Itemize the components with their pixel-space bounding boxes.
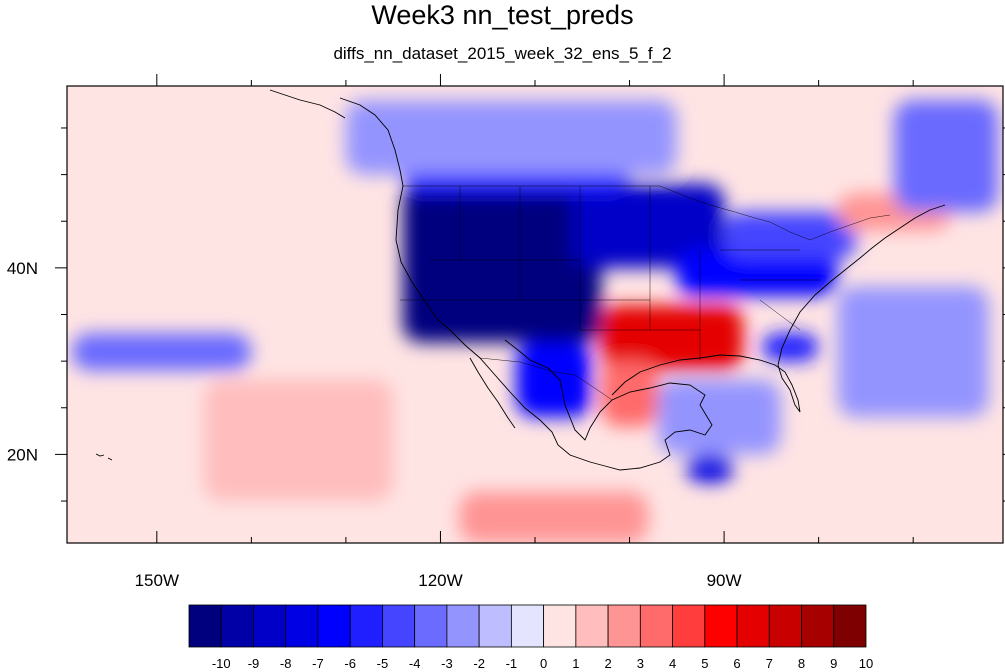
x-tick-label: 90W [707, 571, 742, 590]
colorbar-swatch [607, 604, 641, 648]
region-east-pacific-positive [459, 491, 649, 543]
hawaii [95, 453, 113, 461]
colorbar-swatch [801, 604, 835, 648]
colorbar-swatch [188, 604, 222, 648]
north-america-coastline [395, 185, 713, 471]
region-north-atlantic-negative [894, 99, 999, 212]
colorbar-labels: -10 -9 -8 -7 -6 -5 -4 -3 -2 -1 0 1 2 3 4 5 6 7 8 9 10 [212, 656, 873, 671]
colorbar-swatch [510, 604, 545, 648]
region-pacific-southwest-positive [204, 379, 394, 502]
canada-coast [339, 97, 404, 187]
plot-subtitle: diffs_nn_dataset_2015_week_32_ens_5_f_2 [333, 44, 672, 63]
region-atlantic-negative [837, 286, 989, 418]
colorbar [188, 604, 867, 648]
colorbar-level-label: -6 [344, 656, 356, 671]
axis-ticks [55, 74, 1005, 543]
colorbar-level-label: -7 [312, 656, 324, 671]
colorbar-swatch [382, 604, 416, 648]
alaska-coast [269, 89, 346, 119]
map-field [67, 86, 1003, 543]
colorbar-level-label: -4 [409, 656, 421, 671]
colorbar-level-label: 10 [859, 656, 873, 671]
colorbar-swatch [704, 604, 738, 648]
region-midwest-band-negative [676, 249, 838, 296]
axis-tick-labels: 150W 120W 90W 40N 20N [7, 259, 742, 590]
y-tick-label: 20N [7, 445, 38, 464]
colorbar-swatch [414, 604, 448, 648]
colorbar-swatch [768, 604, 802, 648]
x-tick-label: 120W [418, 571, 462, 590]
colorbar-swatch [253, 604, 287, 648]
colorbar-swatch [446, 604, 480, 648]
region-pacific-band-negative [71, 333, 252, 371]
colorbar-swatch [317, 604, 351, 648]
colorbar-level-label: 0 [540, 656, 547, 671]
colorbar-level-label: -5 [377, 656, 389, 671]
colorbar-swatch [639, 604, 673, 648]
colorbar-swatch [736, 604, 770, 648]
colorbar-level-label: 2 [604, 656, 611, 671]
colorbar-level-label: -1 [506, 656, 518, 671]
colorbar-level-label: -8 [280, 656, 292, 671]
colorbar-level-label: 4 [669, 656, 676, 671]
region-alaska-canada-negative [345, 99, 677, 175]
colorbar-swatch [833, 604, 867, 648]
region-southeast-negative [761, 333, 819, 362]
colorbar-swatch [672, 604, 706, 648]
colorbar-swatch [478, 604, 512, 648]
colorbar-level-label: -2 [473, 656, 485, 671]
region-western-us-strong-negative [402, 183, 602, 343]
colorbar-level-label: -9 [248, 656, 260, 671]
region-southern-plains-positive [601, 305, 743, 371]
colorbar-level-label: -10 [212, 656, 231, 671]
y-tick-label: 40N [7, 259, 38, 278]
region-central-mexico-negative [516, 342, 592, 418]
region-great-lakes-negative [724, 211, 857, 259]
colorbar-swatch [349, 604, 383, 648]
x-tick-label: 150W [135, 571, 179, 590]
colorbar-level-label: 6 [733, 656, 740, 671]
region-northern-plains-negative [572, 183, 725, 268]
colorbar-level-label: 3 [637, 656, 644, 671]
political-borders [400, 185, 891, 401]
colorbar-swatch [285, 604, 319, 648]
colorbar-level-label: 9 [830, 656, 837, 671]
colorbar-level-label: 1 [572, 656, 579, 671]
baja-coast [469, 357, 516, 429]
region-yucatan-negative [686, 454, 734, 483]
region-texas-gulf-positive [601, 361, 658, 427]
colorbar-swatch [543, 604, 577, 648]
colorbar-level-label: 8 [798, 656, 805, 671]
colorbar-level-label: 5 [701, 656, 708, 671]
anomaly-regions [71, 99, 999, 543]
colorbar-level-label: 7 [766, 656, 773, 671]
colorbar-swatch [220, 604, 254, 648]
region-gulf-of-mexico-negative [657, 379, 781, 455]
colorbar-level-label: -3 [441, 656, 453, 671]
colorbar-swatch [575, 604, 609, 648]
plot-title: Week3 nn_test_preds [371, 0, 634, 30]
